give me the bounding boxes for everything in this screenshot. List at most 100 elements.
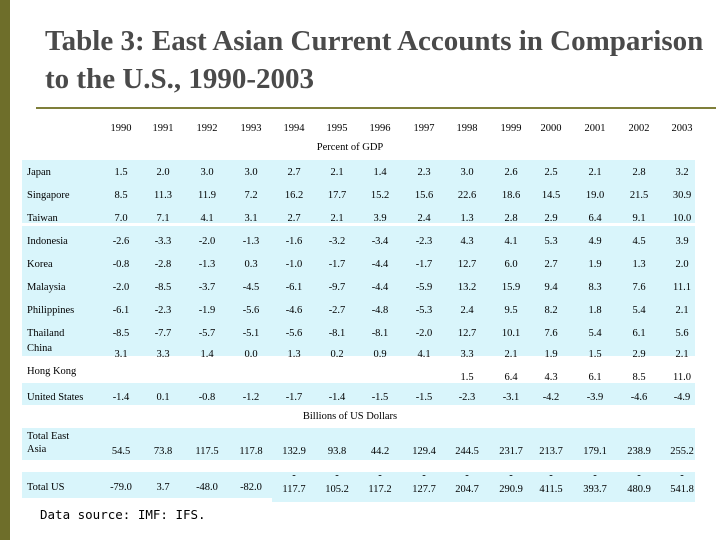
row-label: China <box>27 343 53 354</box>
table-cell: 2.1 <box>588 167 602 178</box>
table-cell: 117.8 <box>239 446 263 457</box>
table-cell: -1.4 <box>328 392 346 403</box>
table-cell: 6.1 <box>632 328 646 339</box>
table-cell: -4.4 <box>371 259 389 270</box>
section-label-percent: Percent of GDP <box>316 142 384 153</box>
table-cell: -4.6 <box>630 392 648 403</box>
table-cell: -3.1 <box>502 392 520 403</box>
row-highlight-band <box>22 428 695 460</box>
table-cell: 17.7 <box>327 190 347 201</box>
table-cell: 4.1 <box>200 213 214 224</box>
table-cell: -5.3 <box>415 305 433 316</box>
table-cell: 3.7 <box>156 482 170 493</box>
table-cell: 480.9 <box>627 484 651 495</box>
table-cell: 117.2 <box>368 484 392 495</box>
table-cell: 238.9 <box>627 446 651 457</box>
table-cell: -4.4 <box>371 282 389 293</box>
table-cell: 12.7 <box>457 328 477 339</box>
section-label-billions: Billions of US Dollars <box>302 411 398 422</box>
table-cell: 5.4 <box>632 305 646 316</box>
table-cell: 132.9 <box>282 446 306 457</box>
table-cell: -2.8 <box>154 259 172 270</box>
year-header: 1998 <box>456 123 478 134</box>
table-cell: -3.9 <box>586 392 604 403</box>
table-cell: 3.0 <box>200 167 214 178</box>
table-cell: 411.5 <box>539 484 563 495</box>
year-header: 2000 <box>540 123 562 134</box>
table-cell: 6.0 <box>504 259 518 270</box>
table-cell: 541.8 <box>670 484 694 495</box>
row-label: Thailand <box>27 328 65 339</box>
table-cell: -4.6 <box>285 305 303 316</box>
table-cell: 213.7 <box>539 446 563 457</box>
table-cell: 93.8 <box>327 446 347 457</box>
table-cell: -48.0 <box>196 482 218 493</box>
table-cell: -82.0 <box>240 482 262 493</box>
row-label: Asia <box>27 444 47 455</box>
table-cell: -5.9 <box>415 282 433 293</box>
table-cell: -2.0 <box>198 236 216 247</box>
table-cell: 9.5 <box>504 305 518 316</box>
table-cell: -2.0 <box>415 328 433 339</box>
table-cell: 105.2 <box>325 484 349 495</box>
table-cell: 127.7 <box>412 484 436 495</box>
table-cell: 2.0 <box>156 167 170 178</box>
table-cell: 16.2 <box>284 190 304 201</box>
year-header: 1994 <box>283 123 305 134</box>
table-cell: 7.2 <box>244 190 258 201</box>
table-cell: 2.8 <box>504 213 518 224</box>
table-cell: 6.1 <box>588 372 602 383</box>
slide-title: Table 3: East Asian Current Accounts in … <box>45 25 704 95</box>
table-cell: 8.5 <box>632 372 646 383</box>
table-cell: -3.4 <box>371 236 389 247</box>
table-cell: -0.8 <box>112 259 130 270</box>
table-cell: -2.3 <box>458 392 476 403</box>
table-cell: 3.1 <box>244 213 258 224</box>
table-cell: 3.2 <box>675 167 689 178</box>
row-highlight-band <box>22 472 695 502</box>
table-cell: 7.0 <box>114 213 128 224</box>
table-cell: -1.4 <box>112 392 130 403</box>
table-cell: 8.2 <box>544 305 558 316</box>
year-header: 1995 <box>326 123 348 134</box>
table-cell: 21.5 <box>629 190 649 201</box>
table-cell: 11.9 <box>198 190 216 201</box>
table-cell: 290.9 <box>499 484 523 495</box>
row-label: Indonesia <box>27 236 68 247</box>
table-cell: -1.2 <box>242 392 260 403</box>
table-cell: 19.0 <box>585 190 605 201</box>
table-cell: 0.9 <box>373 349 387 360</box>
table-cell: -1.5 <box>415 392 433 403</box>
table-cell: -5.6 <box>242 305 260 316</box>
table-cell: - <box>680 470 684 481</box>
table-cell: -5.7 <box>198 328 216 339</box>
table-cell: 5.6 <box>675 328 689 339</box>
table-cell: 11.1 <box>673 282 691 293</box>
table-cell: 117.7 <box>282 484 306 495</box>
table-cell: -4.2 <box>542 392 560 403</box>
row-label: Hong Kong <box>27 366 77 377</box>
table-cell: -8.5 <box>112 328 130 339</box>
table-cell: -4.5 <box>242 282 260 293</box>
year-header: 2001 <box>584 123 606 134</box>
table-cell: - <box>335 470 339 481</box>
table-cell: - <box>637 470 641 481</box>
table-cell: 1.4 <box>200 349 214 360</box>
table-cell: -2.0 <box>112 282 130 293</box>
table-cell: -1.6 <box>285 236 303 247</box>
year-header: 1991 <box>152 123 174 134</box>
table-cell: 1.3 <box>287 349 301 360</box>
title-divider <box>36 107 716 109</box>
table-cell: 1.5 <box>460 372 474 383</box>
table-cell: 2.3 <box>417 167 431 178</box>
row-highlight-band <box>22 160 695 223</box>
table-cell: 1.8 <box>588 305 602 316</box>
table-cell: - <box>593 470 597 481</box>
table-cell: -7.7 <box>154 328 172 339</box>
table-cell: -6.1 <box>112 305 130 316</box>
table-cell: -1.7 <box>415 259 433 270</box>
table-cell: 2.1 <box>675 349 689 360</box>
table-cell: 8.3 <box>588 282 602 293</box>
table-cell: 8.5 <box>114 190 128 201</box>
